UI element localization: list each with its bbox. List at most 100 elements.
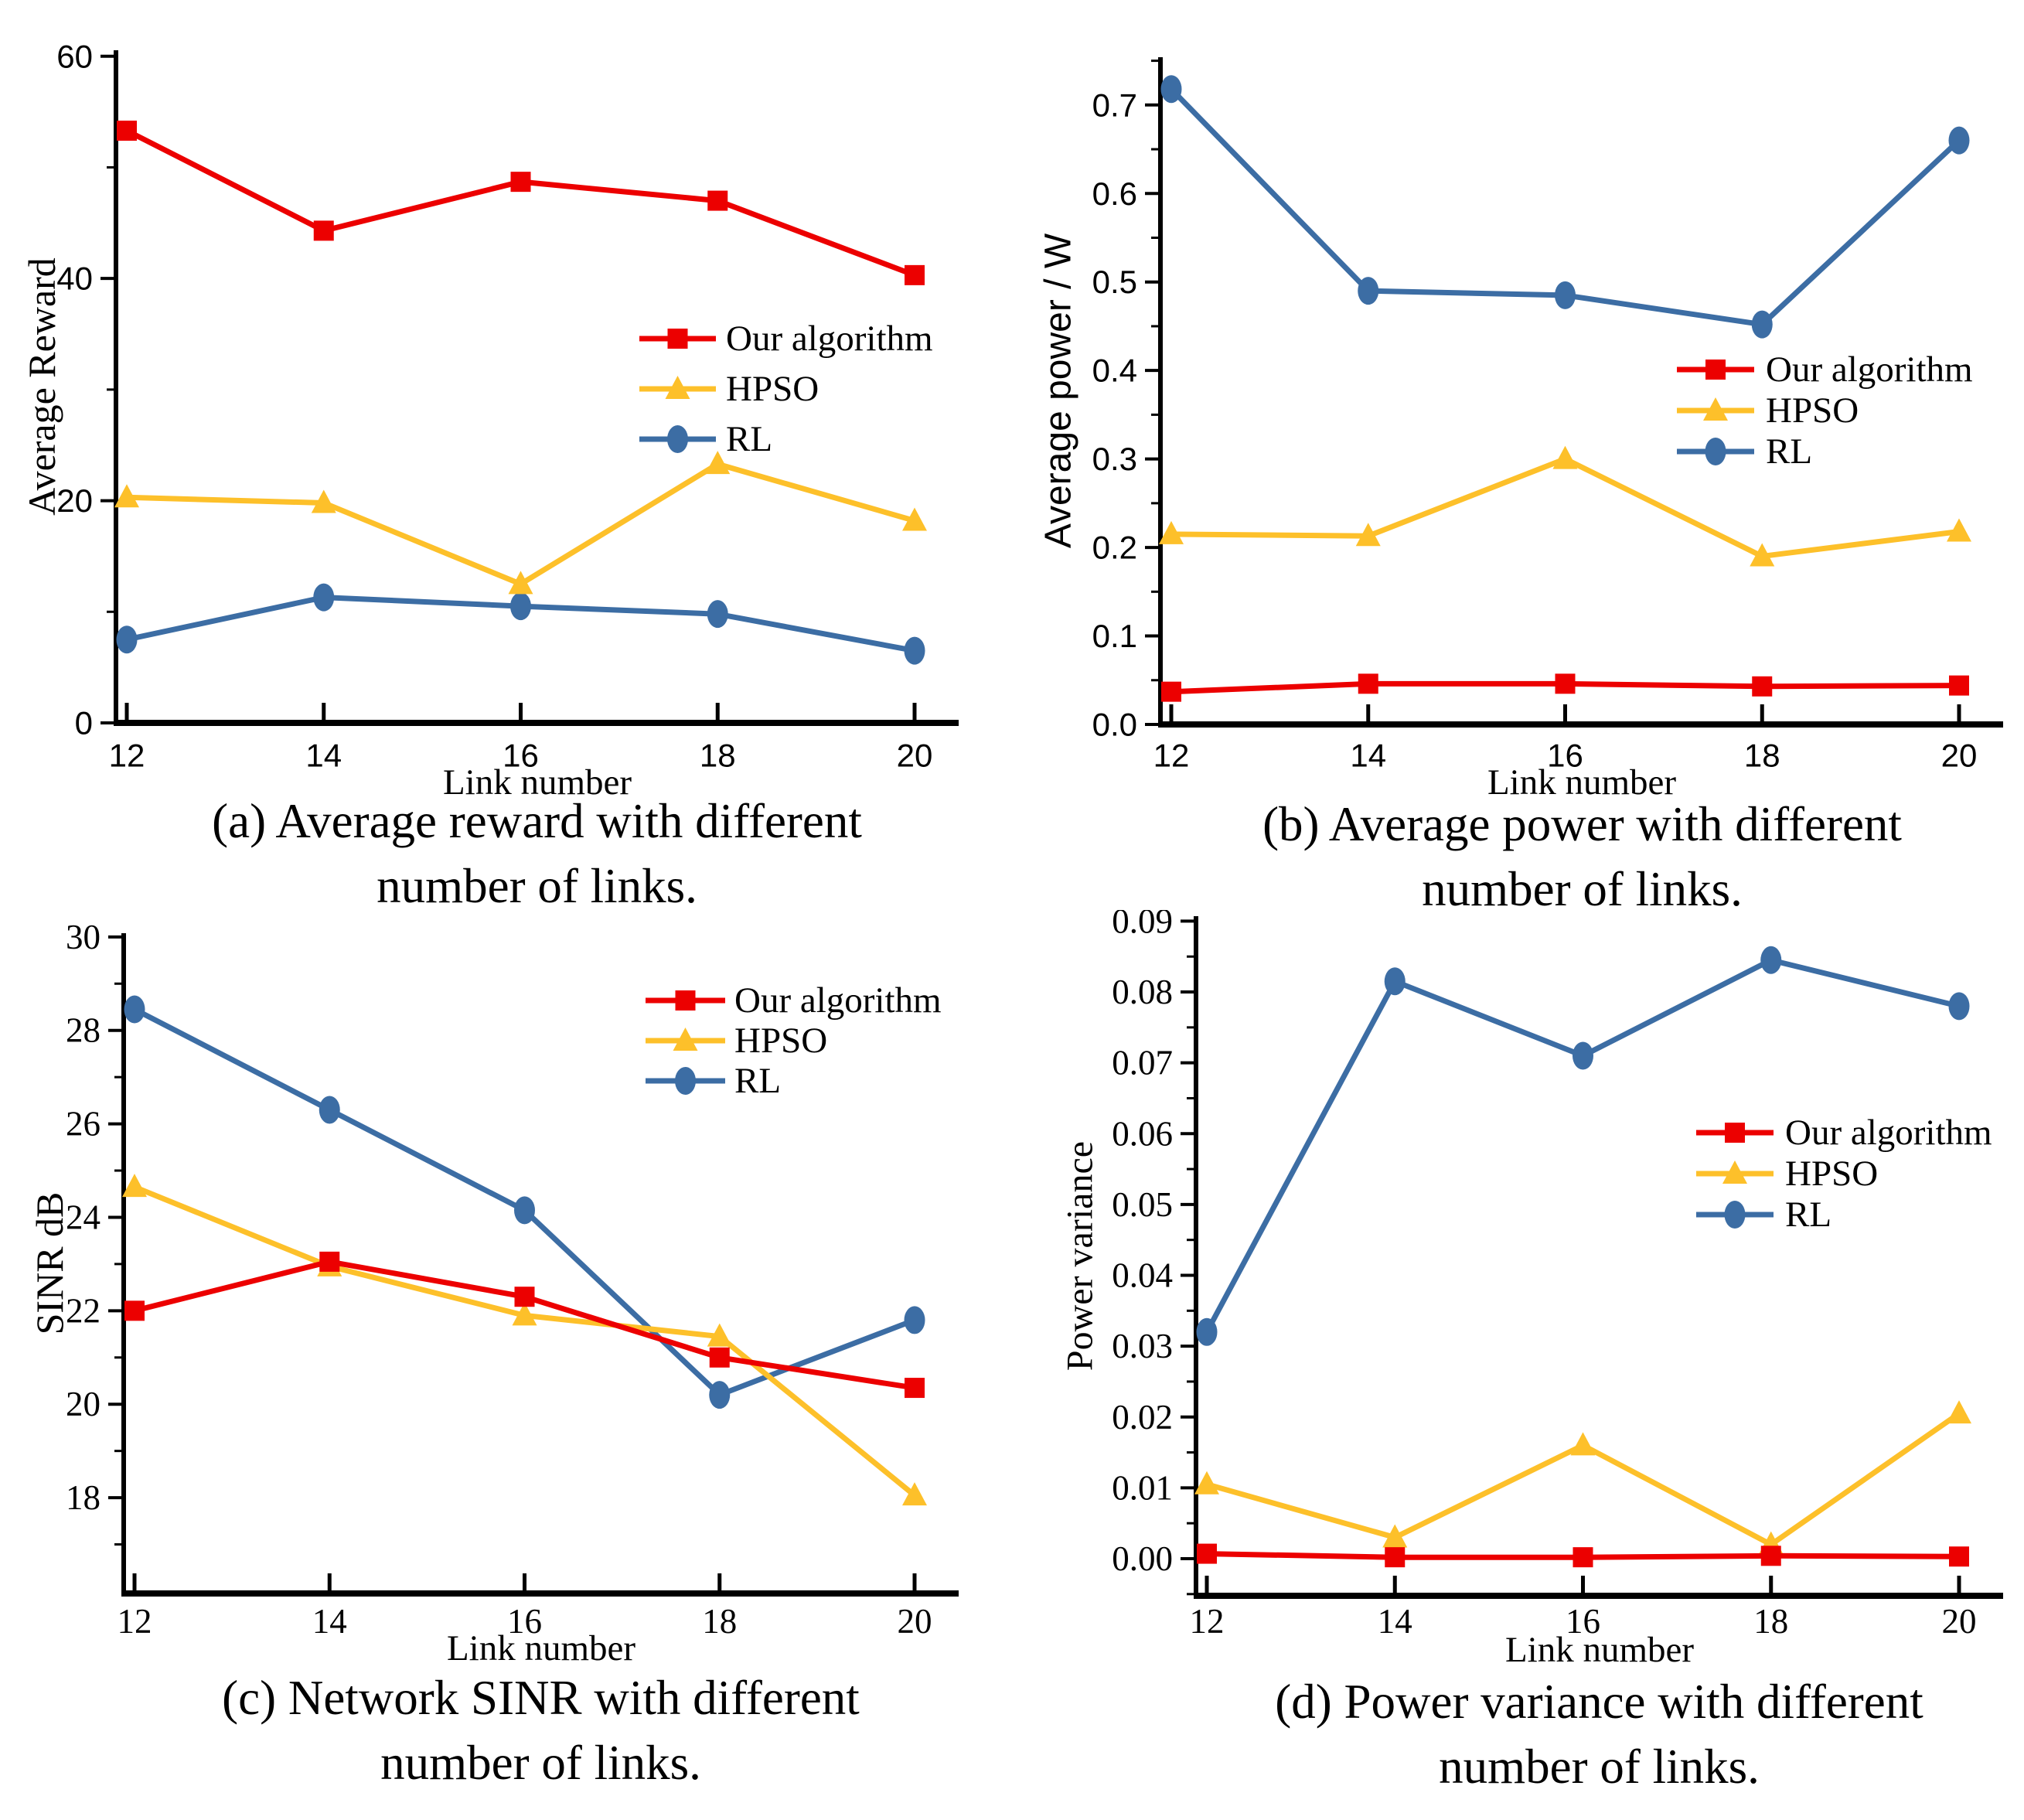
x-tick-label: 16 (507, 1602, 542, 1641)
legend-label: Our algorithm (1766, 349, 1973, 390)
square-marker-icon (1949, 1546, 1969, 1567)
x-tick-label: 12 (1190, 1602, 1225, 1641)
x-axis-title: Link number (1487, 762, 1676, 803)
axes: 0.00 0.01 0.02 0.03 0.04 0.05 0.06 0.07 0.08 0.09… (1112, 910, 2003, 1641)
series-our-algorithm (117, 121, 925, 285)
square-marker-icon (1573, 1547, 1593, 1568)
square-marker-icon (313, 220, 334, 241)
y-tick-label: 0.04 (1112, 1256, 1173, 1295)
circle-marker-icon (904, 636, 925, 665)
triangle-marker-icon (114, 484, 139, 508)
circle-marker-icon (514, 1196, 535, 1225)
y-tick-label: 0.07 (1112, 1044, 1173, 1082)
x-tick-label: 16 (1566, 1602, 1600, 1641)
square-marker-icon (709, 1347, 730, 1368)
y-tick-label: 18 (66, 1478, 101, 1517)
series-line (1170, 455, 1960, 560)
legend-label: HPSO (1766, 390, 1859, 431)
series-our-algorithm (124, 1251, 925, 1399)
circle-marker-icon (1724, 1201, 1746, 1229)
y-tick-label: 24 (66, 1198, 101, 1236)
chart-panel-a: 0 20 40 60 12 14 16 18 20 Link number Average Rewa… (0, 0, 1012, 913)
legend-entry-hpso: HPSO (639, 369, 819, 409)
x-tick-label: 18 (1753, 1602, 1788, 1641)
caption-line1: (c) Network SINR with different (222, 1671, 860, 1725)
legend-entry-hpso: HPSO (1696, 1154, 1878, 1194)
y-tick-label: 20 (56, 482, 93, 519)
triangle-marker-icon (1570, 1432, 1596, 1456)
circle-marker-icon (675, 1067, 696, 1095)
y-tick-label: 0.09 (1112, 910, 1173, 940)
legend-entry-rl: RL (1677, 431, 1812, 472)
y-tick-label: 0.7 (1092, 87, 1137, 123)
series-hpso (1194, 1400, 1971, 1555)
circle-marker-icon (313, 583, 335, 612)
y-tick-label: 0.03 (1112, 1327, 1173, 1365)
triangle-marker-icon (902, 507, 927, 531)
square-marker-icon (1385, 1547, 1406, 1568)
legend-label: RL (726, 419, 772, 459)
y-tick-label: 22 (66, 1291, 101, 1330)
legend-label: HPSO (726, 369, 819, 409)
series-our-algorithm (1197, 1543, 1969, 1568)
legend-label: RL (1766, 431, 1812, 472)
y-tick-label: 0.0 (1092, 707, 1137, 743)
triangle-marker-icon (902, 1482, 927, 1506)
square-marker-icon (1555, 673, 1576, 694)
triangle-marker-icon (1750, 543, 1775, 567)
circle-marker-icon (1573, 1041, 1593, 1070)
legend: Our algorithm HPSO RL (639, 319, 933, 459)
series-rl (116, 583, 925, 665)
y-tick-label: 0.6 (1092, 176, 1137, 212)
x-tick-label: 14 (1350, 738, 1386, 774)
series-rl (1160, 75, 1970, 339)
axes: 0.0 0.1 0.2 0.3 0.4 0.5 0.6 0.7 12 14 16 18 20 (1092, 57, 2003, 774)
square-marker-icon (1358, 673, 1378, 694)
chart-panel-b: 0.0 0.1 0.2 0.3 0.4 0.5 0.6 0.7 12 14 16 18 20 Link n… (1012, 0, 2024, 916)
square-marker-icon (1949, 675, 1969, 696)
legend-entry-our-algorithm: Our algorithm (1696, 1113, 1992, 1153)
caption-line2: number of links. (1439, 1740, 1760, 1794)
caption-line2: number of links. (377, 859, 697, 913)
chart-d-power-variance: 0.00 0.01 0.02 0.03 0.04 0.05 0.06 0.07 0.08 0.09… (1060, 910, 2003, 1670)
square-marker-icon (319, 1251, 340, 1272)
square-marker-icon (905, 1378, 925, 1399)
x-tick-label: 18 (702, 1602, 737, 1641)
triangle-marker-icon (311, 489, 336, 513)
x-tick-label: 20 (898, 1602, 932, 1641)
series-rl (1196, 946, 1970, 1346)
triangle-marker-icon (1947, 1400, 1971, 1424)
circle-marker-icon (1555, 281, 1576, 309)
legend-entry-rl: RL (646, 1061, 781, 1101)
legend-entry-rl: RL (639, 419, 772, 459)
y-tick-label: 0.3 (1092, 441, 1137, 477)
x-tick-label: 14 (312, 1602, 347, 1641)
x-tick-label: 16 (503, 738, 539, 774)
triangle-marker-icon (673, 1028, 698, 1051)
circle-marker-icon (709, 1381, 731, 1409)
circle-marker-icon (1358, 277, 1379, 305)
y-tick-label: 28 (66, 1011, 101, 1050)
y-axis-title: Average Reward (20, 257, 63, 516)
legend-entry-our-algorithm: Our algorithm (639, 319, 933, 359)
chart-a-caption: (a) Average reward with different number… (31, 789, 1043, 919)
x-tick-label: 20 (1942, 1602, 1977, 1641)
triangle-marker-icon (1355, 523, 1381, 547)
circle-marker-icon (1196, 1317, 1218, 1346)
x-tick-label: 16 (1547, 738, 1583, 774)
x-axis-title: Link number (447, 1628, 635, 1668)
circle-marker-icon (1160, 75, 1182, 104)
x-tick-label: 20 (897, 738, 933, 774)
circle-marker-icon (319, 1096, 340, 1124)
y-tick-label: 60 (56, 38, 93, 74)
triangle-marker-icon (1194, 1471, 1219, 1495)
square-marker-icon (1161, 681, 1181, 702)
y-tick-label: 0.5 (1092, 264, 1137, 300)
x-tick-label: 14 (1378, 1602, 1412, 1641)
y-axis-title: Power variance (1060, 1141, 1101, 1371)
circle-marker-icon (116, 625, 138, 654)
square-marker-icon (117, 121, 137, 141)
triangle-marker-icon (707, 1323, 732, 1347)
caption-line2: number of links. (1422, 862, 1743, 916)
